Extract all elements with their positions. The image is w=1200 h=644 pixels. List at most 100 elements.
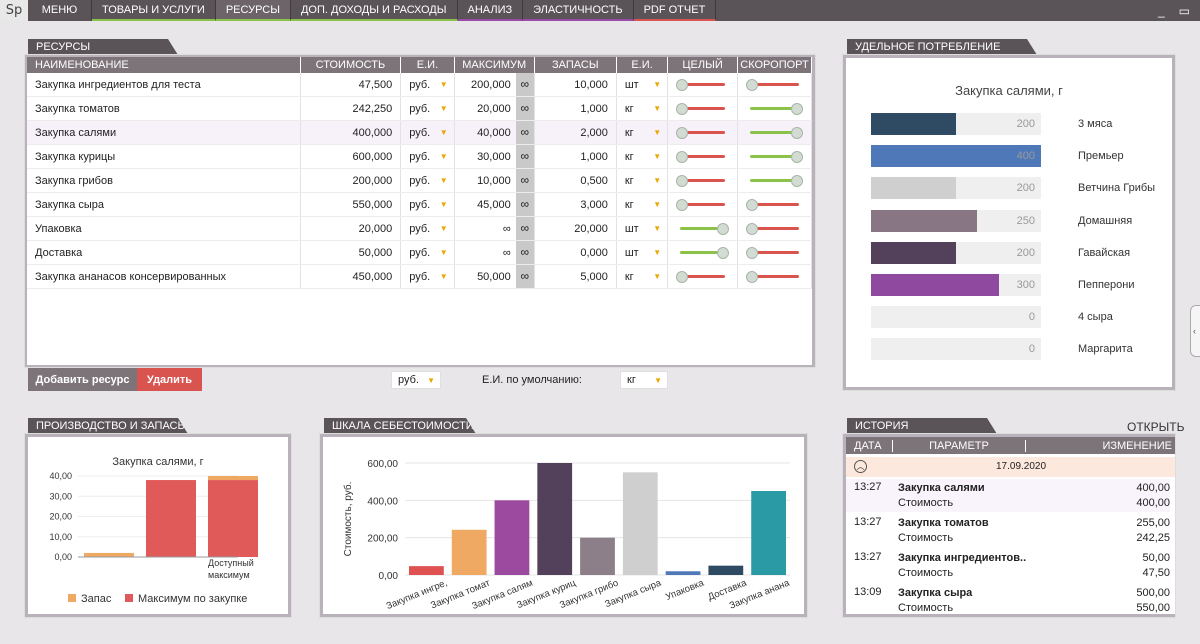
perishable-toggle-knob[interactable]	[746, 270, 758, 283]
perishable-toggle-knob[interactable]	[791, 174, 803, 187]
perishable-toggle[interactable]	[746, 270, 803, 283]
resource-row[interactable]: Закупка ингредиентов для теста 47,500 руб.…	[27, 73, 812, 97]
history-entry[interactable]: 13:27 Закупка салями Стоимость 400,00 400,00	[846, 479, 1170, 512]
resource-max[interactable]: 45,000	[477, 198, 511, 211]
resource-name[interactable]: Закупка ингредиентов для теста	[27, 73, 301, 97]
resource-max[interactable]: 30,000	[477, 150, 511, 163]
resource-max[interactable]: 10,000	[477, 174, 511, 187]
nav-tab-0[interactable]: МЕНЮ	[28, 0, 92, 21]
perishable-toggle[interactable]	[746, 150, 803, 163]
whole-toggle[interactable]	[676, 198, 729, 211]
infinity-toggle[interactable]: ∞	[515, 121, 534, 144]
resource-unit-cell[interactable]: руб. ▼	[400, 120, 455, 145]
resource-max-cell[interactable]: 45,000 ∞	[454, 192, 535, 217]
resource-name[interactable]: Закупка сыра	[27, 192, 301, 217]
resource-unit-cell[interactable]: руб. ▼	[400, 96, 455, 121]
perishable-toggle[interactable]	[746, 198, 803, 211]
resource-cost[interactable]: 450,000	[300, 264, 402, 289]
resource-max[interactable]: 200,000	[470, 78, 511, 91]
currency-select[interactable]: руб. ▼	[391, 371, 441, 389]
whole-toggle-knob[interactable]	[676, 150, 689, 163]
add-resource-button[interactable]: Добавить ресурс	[28, 368, 137, 391]
nav-tab-5[interactable]: ЭЛАСТИЧНОСТЬ	[523, 0, 634, 21]
resource-max[interactable]: 20,000	[477, 102, 511, 115]
resource-row[interactable]: Закупка салями 400,000 руб. ▼ 40,000 ∞ 2,000 кг…	[27, 120, 812, 145]
resource-row[interactable]: Закупка грибов 200,000 руб. ▼ 10,000 ∞ 0,500 кг…	[27, 168, 812, 193]
infinity-toggle[interactable]: ∞	[515, 265, 534, 288]
nav-tab-1[interactable]: ТОВАРЫ И УСЛУГИ	[92, 0, 216, 21]
resource-stock[interactable]: 1,000	[534, 144, 617, 169]
nav-tab-3[interactable]: ДОП. ДОХОДЫ И РАСХОДЫ	[290, 0, 458, 21]
whole-toggle-knob[interactable]	[676, 174, 689, 187]
perishable-toggle-knob[interactable]	[791, 102, 803, 115]
resource-cost[interactable]: 242,250	[300, 96, 402, 121]
resource-cost[interactable]: 550,000	[300, 192, 402, 217]
perishable-toggle-knob[interactable]	[746, 198, 758, 211]
resource-unit-cell[interactable]: руб. ▼	[400, 73, 455, 97]
perishable-toggle[interactable]	[746, 126, 803, 139]
whole-toggle[interactable]	[676, 174, 729, 187]
perishable-toggle-knob[interactable]	[746, 246, 758, 259]
resource-stock[interactable]: 0,500	[534, 168, 617, 193]
resource-name[interactable]: Закупка ананасов консервированных	[27, 264, 301, 289]
resource-max[interactable]: ∞	[502, 246, 511, 259]
resource-name[interactable]: Закупка салями	[27, 120, 301, 145]
resource-stock-unit-cell[interactable]: кг ▼	[616, 120, 669, 145]
whole-toggle-knob[interactable]	[717, 222, 729, 235]
resource-row[interactable]: Доставка 50,000 руб. ▼ ∞ ∞ 0,000 шт ▼	[27, 240, 812, 265]
whole-toggle[interactable]	[676, 78, 729, 91]
minimize-icon[interactable]: _	[1157, 3, 1165, 18]
resource-stock-unit-cell[interactable]: кг ▼	[616, 264, 669, 289]
collapse-icon[interactable]: ︿	[854, 460, 867, 473]
resource-cost[interactable]: 400,000	[300, 120, 402, 145]
history-open-link[interactable]: ОТКРЫТЬ	[1127, 420, 1185, 434]
whole-toggle-knob[interactable]	[676, 270, 689, 283]
whole-toggle-knob[interactable]	[676, 198, 689, 211]
resource-stock-unit-cell[interactable]: кг ▼	[616, 96, 669, 121]
resource-cost[interactable]: 50,000	[300, 240, 402, 265]
resource-unit-cell[interactable]: руб. ▼	[400, 192, 455, 217]
resource-cost[interactable]: 200,000	[300, 168, 402, 193]
whole-toggle-knob[interactable]	[676, 102, 689, 115]
resource-unit-cell[interactable]: руб. ▼	[400, 264, 455, 289]
nav-tab-4[interactable]: АНАЛИЗ	[457, 0, 524, 21]
history-date-group[interactable]: ︿ 17.09.2020	[846, 457, 1175, 477]
infinity-toggle[interactable]: ∞	[515, 169, 534, 192]
whole-toggle[interactable]	[676, 126, 729, 139]
resource-max-cell[interactable]: 200,000 ∞	[454, 73, 535, 97]
resource-max-cell[interactable]: 10,000 ∞	[454, 168, 535, 193]
perishable-toggle[interactable]	[746, 78, 803, 91]
whole-toggle-knob[interactable]	[676, 78, 689, 91]
resource-max-cell[interactable]: ∞ ∞	[454, 216, 535, 241]
perishable-toggle[interactable]	[746, 174, 803, 187]
resource-max-cell[interactable]: ∞ ∞	[454, 240, 535, 265]
resource-stock-unit-cell[interactable]: кг ▼	[616, 192, 669, 217]
resource-row[interactable]: Закупка томатов 242,250 руб. ▼ 20,000 ∞ 1,000 к…	[27, 96, 812, 121]
resource-stock[interactable]: 20,000	[534, 216, 617, 241]
resource-max[interactable]: 40,000	[477, 126, 511, 139]
whole-toggle[interactable]	[676, 270, 729, 283]
resource-row[interactable]: Закупка ананасов консервированных 450,000…	[27, 264, 812, 289]
resource-unit-cell[interactable]: руб. ▼	[400, 240, 455, 265]
resource-cost[interactable]: 20,000	[300, 216, 402, 241]
resource-name[interactable]: Закупка грибов	[27, 168, 301, 193]
whole-toggle-knob[interactable]	[717, 246, 729, 259]
whole-toggle[interactable]	[676, 102, 729, 115]
resource-max-cell[interactable]: 50,000 ∞	[454, 264, 535, 289]
resource-cost[interactable]: 600,000	[300, 144, 402, 169]
maximize-icon[interactable]: ▭	[1178, 3, 1190, 18]
resource-max[interactable]: 50,000	[477, 270, 511, 283]
infinity-toggle[interactable]: ∞	[515, 97, 534, 120]
resource-stock-unit-cell[interactable]: шт ▼	[616, 240, 669, 265]
resource-max-cell[interactable]: 30,000 ∞	[454, 144, 535, 169]
perishable-toggle-knob[interactable]	[791, 126, 803, 139]
whole-toggle[interactable]	[676, 222, 729, 235]
resource-stock[interactable]: 2,000	[534, 120, 617, 145]
perishable-toggle[interactable]	[746, 246, 803, 259]
perishable-toggle[interactable]	[746, 102, 803, 115]
infinity-toggle[interactable]: ∞	[515, 73, 534, 96]
resource-stock[interactable]: 1,000	[534, 96, 617, 121]
nav-tab-6[interactable]: PDF ОТЧЕТ	[633, 0, 717, 21]
nav-tab-2[interactable]: РЕСУРСЫ	[215, 0, 291, 21]
resource-stock-unit-cell[interactable]: шт ▼	[616, 73, 669, 97]
